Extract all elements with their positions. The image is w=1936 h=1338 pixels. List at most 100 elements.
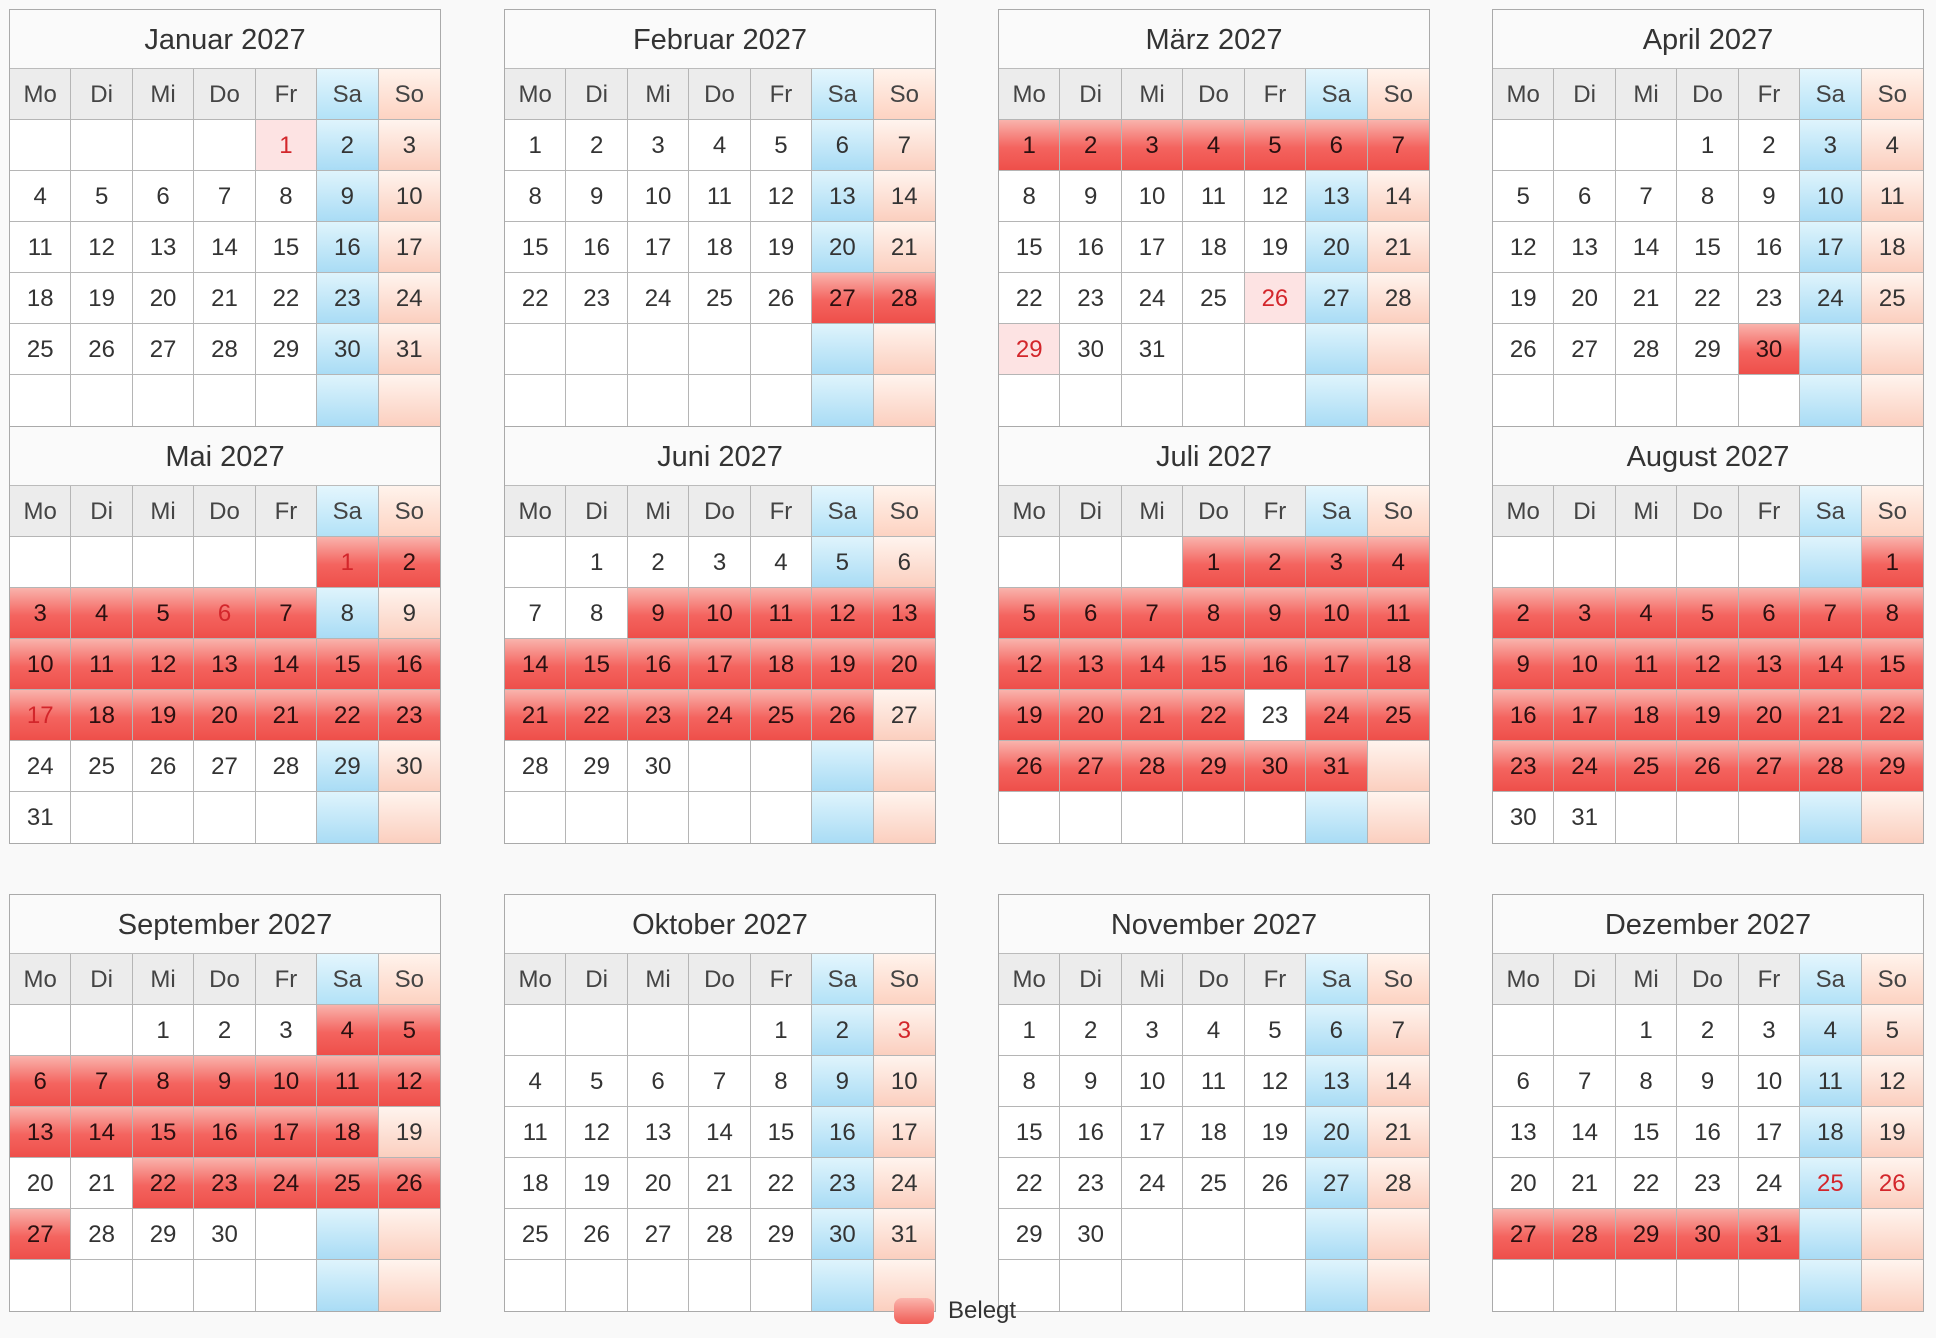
day-cell[interactable]: 31 [1306, 741, 1368, 792]
day-cell[interactable]: 22 [999, 273, 1061, 324]
day-cell[interactable]: 17 [378, 222, 440, 273]
day-cell[interactable]: 6 [10, 1056, 72, 1107]
day-cell[interactable]: 11 [1367, 588, 1429, 639]
day-cell[interactable]: 9 [1060, 171, 1122, 222]
day-cell[interactable]: 13 [194, 639, 256, 690]
day-cell[interactable]: 6 [1493, 1056, 1555, 1107]
day-cell[interactable]: 25 [750, 690, 813, 741]
day-cell[interactable]: 4 [1367, 537, 1429, 588]
day-cell[interactable]: 6 [627, 1056, 690, 1107]
day-cell[interactable]: 8 [750, 1056, 813, 1107]
day-cell[interactable]: 15 [1615, 1107, 1678, 1158]
day-cell[interactable]: 8 [1183, 588, 1245, 639]
day-cell[interactable]: 24 [689, 690, 751, 741]
day-cell[interactable]: 7 [255, 588, 318, 639]
day-cell[interactable]: 10 [255, 1056, 318, 1107]
day-cell[interactable]: 8 [566, 588, 628, 639]
day-cell[interactable]: 15 [1861, 639, 1923, 690]
day-cell[interactable]: 7 [1615, 171, 1678, 222]
day-cell[interactable]: 3 [1306, 537, 1368, 588]
day-cell[interactable]: 9 [1738, 171, 1801, 222]
day-cell[interactable]: 30 [1738, 324, 1801, 375]
day-cell[interactable]: 11 [1183, 1056, 1245, 1107]
day-cell[interactable]: 17 [873, 1107, 935, 1158]
day-cell[interactable]: 8 [999, 1056, 1061, 1107]
day-cell[interactable]: 12 [1861, 1056, 1923, 1107]
day-cell[interactable]: 16 [194, 1107, 256, 1158]
day-cell[interactable]: 2 [317, 120, 379, 171]
day-cell[interactable]: 29 [566, 741, 628, 792]
day-cell[interactable]: 15 [255, 222, 318, 273]
day-cell[interactable]: 29 [317, 741, 379, 792]
day-cell[interactable]: 8 [1615, 1056, 1678, 1107]
day-cell[interactable]: 13 [1554, 222, 1616, 273]
day-cell[interactable]: 5 [1493, 171, 1555, 222]
day-cell[interactable]: 14 [1121, 639, 1184, 690]
day-cell[interactable]: 26 [132, 741, 195, 792]
day-cell[interactable]: 2 [1738, 120, 1801, 171]
day-cell[interactable]: 7 [1554, 1056, 1616, 1107]
day-cell[interactable]: 24 [627, 273, 690, 324]
day-cell[interactable]: 29 [1677, 324, 1739, 375]
day-cell[interactable]: 12 [378, 1056, 440, 1107]
day-cell[interactable]: 22 [999, 1158, 1061, 1209]
day-cell[interactable]: 17 [627, 222, 690, 273]
day-cell[interactable]: 1 [255, 120, 318, 171]
day-cell[interactable]: 7 [1121, 588, 1184, 639]
day-cell[interactable]: 17 [10, 690, 72, 741]
day-cell[interactable]: 4 [1800, 1005, 1862, 1056]
day-cell[interactable]: 17 [255, 1107, 318, 1158]
day-cell[interactable]: 19 [1244, 1107, 1307, 1158]
day-cell[interactable]: 10 [378, 171, 440, 222]
day-cell[interactable]: 22 [317, 690, 379, 741]
day-cell[interactable]: 12 [1677, 639, 1739, 690]
day-cell[interactable]: 24 [1554, 741, 1616, 792]
day-cell[interactable]: 25 [1183, 273, 1245, 324]
day-cell[interactable]: 5 [812, 537, 874, 588]
day-cell[interactable]: 17 [1121, 1107, 1184, 1158]
day-cell[interactable]: 3 [1800, 120, 1862, 171]
day-cell[interactable]: 27 [10, 1209, 72, 1260]
day-cell[interactable]: 10 [1554, 639, 1616, 690]
day-cell[interactable]: 15 [999, 1107, 1061, 1158]
day-cell[interactable]: 8 [505, 171, 567, 222]
day-cell[interactable]: 21 [1615, 273, 1678, 324]
day-cell[interactable]: 25 [1861, 273, 1923, 324]
day-cell[interactable]: 23 [566, 273, 628, 324]
day-cell[interactable]: 16 [627, 639, 690, 690]
day-cell[interactable]: 16 [378, 639, 440, 690]
day-cell[interactable]: 20 [194, 690, 256, 741]
day-cell[interactable]: 28 [1615, 324, 1678, 375]
day-cell[interactable]: 13 [873, 588, 935, 639]
day-cell[interactable]: 1 [750, 1005, 813, 1056]
day-cell[interactable]: 30 [627, 741, 690, 792]
day-cell[interactable]: 8 [132, 1056, 195, 1107]
day-cell[interactable]: 20 [1306, 1107, 1368, 1158]
day-cell[interactable]: 13 [1060, 639, 1122, 690]
day-cell[interactable]: 28 [194, 324, 256, 375]
day-cell[interactable]: 2 [1244, 537, 1307, 588]
day-cell[interactable]: 8 [1677, 171, 1739, 222]
day-cell[interactable]: 11 [1183, 171, 1245, 222]
day-cell[interactable]: 30 [812, 1209, 874, 1260]
day-cell[interactable]: 30 [1244, 741, 1307, 792]
day-cell[interactable]: 14 [71, 1107, 133, 1158]
day-cell[interactable]: 5 [378, 1005, 440, 1056]
day-cell[interactable]: 27 [1493, 1209, 1555, 1260]
day-cell[interactable]: 25 [1183, 1158, 1245, 1209]
day-cell[interactable]: 25 [1800, 1158, 1862, 1209]
day-cell[interactable]: 14 [1367, 1056, 1429, 1107]
day-cell[interactable]: 20 [10, 1158, 72, 1209]
day-cell[interactable]: 27 [1060, 741, 1122, 792]
day-cell[interactable]: 18 [750, 639, 813, 690]
day-cell[interactable]: 1 [1183, 537, 1245, 588]
day-cell[interactable]: 20 [812, 222, 874, 273]
day-cell[interactable]: 26 [1244, 1158, 1307, 1209]
day-cell[interactable]: 26 [1861, 1158, 1923, 1209]
day-cell[interactable]: 16 [1493, 690, 1555, 741]
day-cell[interactable]: 14 [194, 222, 256, 273]
day-cell[interactable]: 28 [873, 273, 935, 324]
day-cell[interactable]: 5 [750, 120, 813, 171]
day-cell[interactable]: 5 [566, 1056, 628, 1107]
day-cell[interactable]: 31 [1554, 792, 1616, 843]
